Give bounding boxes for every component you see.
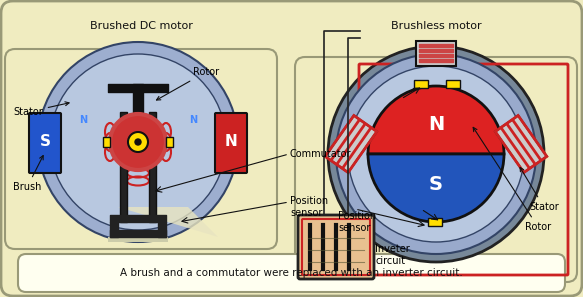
Circle shape	[135, 139, 141, 145]
Text: Brush: Brush	[13, 156, 43, 192]
Bar	[414, 80, 428, 88]
Wedge shape	[368, 86, 504, 154]
Bar	[428, 218, 442, 226]
Circle shape	[38, 42, 238, 242]
Text: S: S	[40, 135, 51, 149]
Text: Stator: Stator	[13, 102, 69, 117]
Circle shape	[328, 46, 544, 262]
Circle shape	[50, 54, 226, 230]
Bar	[120, 112, 127, 222]
Text: Rotor: Rotor	[156, 67, 219, 100]
Polygon shape	[118, 207, 218, 237]
Text: Inveter
circuit: Inveter circuit	[375, 244, 410, 266]
FancyBboxPatch shape	[215, 113, 247, 173]
Bar	[166, 137, 173, 147]
FancyBboxPatch shape	[5, 49, 277, 249]
Text: N: N	[79, 115, 87, 125]
Circle shape	[348, 66, 524, 242]
Bar	[108, 237, 168, 242]
Text: N: N	[189, 115, 197, 125]
Text: A brush and a commutator were replaced with an inverter circuit.: A brush and a commutator were replaced w…	[120, 268, 463, 278]
Text: Commutator: Commutator	[290, 149, 352, 159]
Text: N: N	[224, 135, 237, 149]
FancyBboxPatch shape	[18, 254, 565, 292]
Text: Position
sensor: Position sensor	[290, 196, 328, 218]
Text: S: S	[429, 175, 443, 194]
Polygon shape	[325, 116, 377, 173]
Circle shape	[110, 114, 166, 170]
Circle shape	[128, 132, 148, 152]
Circle shape	[336, 54, 536, 254]
Bar	[446, 80, 460, 88]
Bar	[416, 41, 456, 66]
Text: Brushless motor: Brushless motor	[391, 21, 482, 31]
Text: Brushed DC motor: Brushed DC motor	[90, 21, 192, 31]
Bar	[149, 112, 156, 222]
FancyBboxPatch shape	[295, 57, 577, 282]
Text: Position
sensor: Position sensor	[338, 211, 376, 233]
Text: Rotor: Rotor	[473, 127, 551, 232]
FancyBboxPatch shape	[298, 215, 374, 279]
Polygon shape	[495, 116, 547, 173]
FancyBboxPatch shape	[29, 113, 61, 173]
Wedge shape	[368, 154, 504, 222]
Bar	[103, 137, 110, 147]
Text: N: N	[428, 115, 444, 133]
Text: Stator: Stator	[520, 168, 559, 212]
